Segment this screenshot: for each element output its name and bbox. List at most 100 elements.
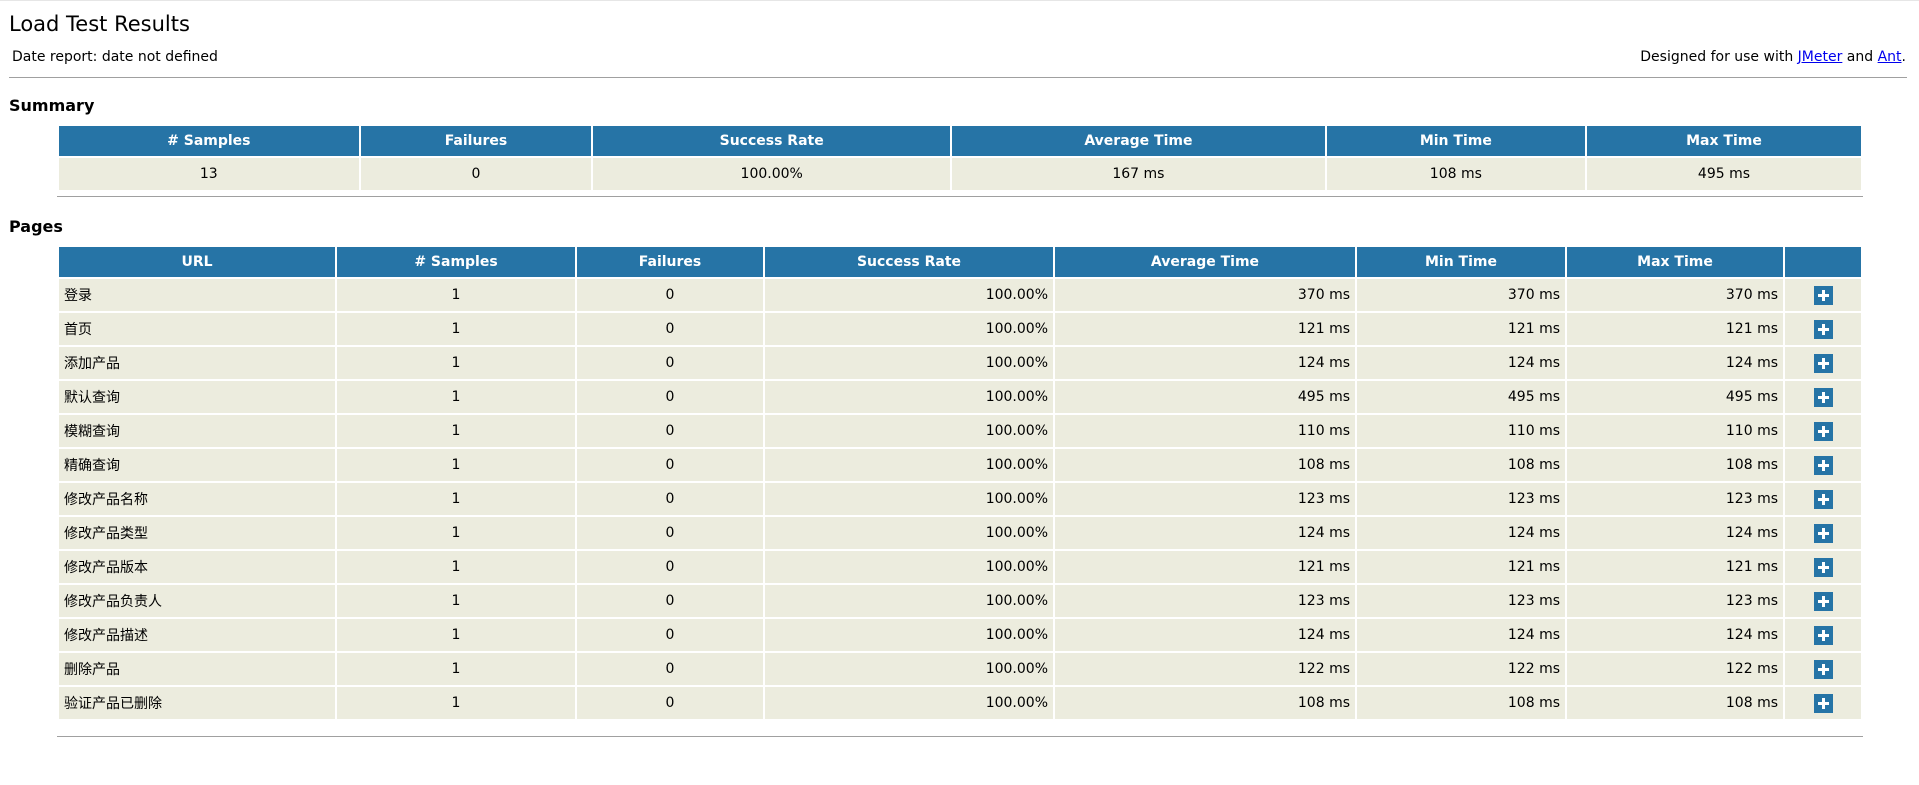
row-success-rate: 100.00% [765,347,1053,379]
row-max-time: 124 ms [1567,347,1783,379]
row-success-rate: 100.00% [765,381,1053,413]
row-action-cell [1785,313,1861,345]
row-success-rate: 100.00% [765,449,1053,481]
expand-plus-icon[interactable] [1813,625,1833,645]
expand-plus-icon[interactable] [1813,387,1833,407]
pages-title: Pages [9,217,63,236]
row-success-rate: 100.00% [765,517,1053,549]
row-samples: 1 [337,347,575,379]
row-average-time: 122 ms [1055,653,1355,685]
period-text: . [1901,49,1906,65]
row-max-time: 124 ms [1567,619,1783,651]
pages-header-url: URL [59,247,335,277]
row-samples: 1 [337,483,575,515]
row-failures: 0 [577,619,763,651]
row-average-time: 124 ms [1055,619,1355,651]
expand-plus-icon[interactable] [1813,489,1833,509]
row-average-time: 123 ms [1055,585,1355,617]
expand-plus-icon[interactable] [1813,591,1833,611]
row-url: 修改产品版本 [59,551,335,583]
row-max-time: 123 ms [1567,585,1783,617]
row-min-time: 124 ms [1357,619,1565,651]
jmeter-link[interactable]: JMeter [1797,49,1843,65]
row-average-time: 370 ms [1055,279,1355,311]
expand-plus-icon[interactable] [1813,523,1833,543]
row-min-time: 108 ms [1357,687,1565,719]
summary-header-success-rate: Success Rate [593,126,951,156]
row-samples: 1 [337,449,575,481]
summary-row: 13 0 100.00% 167 ms 108 ms 495 ms [59,158,1861,190]
summary-success-rate: 100.00% [593,158,951,190]
summary-header-max-time: Max Time [1586,126,1861,156]
row-samples: 1 [337,619,575,651]
row-min-time: 123 ms [1357,585,1565,617]
row-max-time: 124 ms [1567,517,1783,549]
summary-header-samples: # Samples [59,126,359,156]
row-min-time: 124 ms [1357,347,1565,379]
date-report: Date report: date not defined [12,49,218,65]
expand-plus-icon[interactable] [1813,285,1833,305]
row-success-rate: 100.00% [765,415,1053,447]
pages-header-success-rate: Success Rate [765,247,1053,277]
pages-header-failures: Failures [577,247,763,277]
row-action-cell [1785,585,1861,617]
row-failures: 0 [577,449,763,481]
table-row: 修改产品类型 1 0 100.00% 124 ms 124 ms 124 ms [59,517,1861,549]
row-max-time: 123 ms [1567,483,1783,515]
table-row: 修改产品描述 1 0 100.00% 124 ms 124 ms 124 ms [59,619,1861,651]
row-average-time: 121 ms [1055,551,1355,583]
row-failures: 0 [577,483,763,515]
row-failures: 0 [577,585,763,617]
expand-plus-icon[interactable] [1813,693,1833,713]
pages-divider [57,736,1863,737]
row-min-time: 108 ms [1357,449,1565,481]
expand-plus-icon[interactable] [1813,319,1833,339]
row-max-time: 370 ms [1567,279,1783,311]
row-success-rate: 100.00% [765,653,1053,685]
expand-plus-icon[interactable] [1813,353,1833,373]
expand-plus-icon[interactable] [1813,659,1833,679]
table-row: 首页 1 0 100.00% 121 ms 121 ms 121 ms [59,313,1861,345]
row-url: 修改产品负责人 [59,585,335,617]
table-row: 模糊查询 1 0 100.00% 110 ms 110 ms 110 ms [59,415,1861,447]
row-samples: 1 [337,653,575,685]
row-success-rate: 100.00% [765,313,1053,345]
row-url: 验证产品已删除 [59,687,335,719]
row-failures: 0 [577,653,763,685]
expand-plus-icon[interactable] [1813,455,1833,475]
table-row: 登录 1 0 100.00% 370 ms 370 ms 370 ms [59,279,1861,311]
and-text: and [1842,49,1878,65]
row-average-time: 124 ms [1055,517,1355,549]
row-failures: 0 [577,415,763,447]
row-action-cell [1785,279,1861,311]
table-row: 验证产品已删除 1 0 100.00% 108 ms 108 ms 108 ms [59,687,1861,719]
row-failures: 0 [577,517,763,549]
summary-header-row: # Samples Failures Success Rate Average … [59,126,1861,156]
summary-failures: 0 [360,158,592,190]
summary-header-failures: Failures [360,126,592,156]
pages-header-row: URL # Samples Failures Success Rate Aver… [59,247,1861,277]
expand-plus-icon[interactable] [1813,557,1833,577]
row-url: 模糊查询 [59,415,335,447]
table-row: 删除产品 1 0 100.00% 122 ms 122 ms 122 ms [59,653,1861,685]
header-divider [9,77,1907,78]
row-url: 首页 [59,313,335,345]
expand-plus-icon[interactable] [1813,421,1833,441]
row-failures: 0 [577,279,763,311]
row-samples: 1 [337,313,575,345]
table-row: 默认查询 1 0 100.00% 495 ms 495 ms 495 ms [59,381,1861,413]
row-success-rate: 100.00% [765,687,1053,719]
summary-header-average-time: Average Time [952,126,1325,156]
table-row: 修改产品名称 1 0 100.00% 123 ms 123 ms 123 ms [59,483,1861,515]
pages-header-max-time: Max Time [1567,247,1783,277]
ant-link[interactable]: Ant [1877,49,1902,65]
row-action-cell [1785,449,1861,481]
pages-header-action [1785,247,1861,277]
row-success-rate: 100.00% [765,619,1053,651]
summary-min-time: 108 ms [1326,158,1585,190]
table-row: 添加产品 1 0 100.00% 124 ms 124 ms 124 ms [59,347,1861,379]
row-min-time: 121 ms [1357,313,1565,345]
row-min-time: 121 ms [1357,551,1565,583]
row-average-time: 121 ms [1055,313,1355,345]
summary-max-time: 495 ms [1586,158,1861,190]
